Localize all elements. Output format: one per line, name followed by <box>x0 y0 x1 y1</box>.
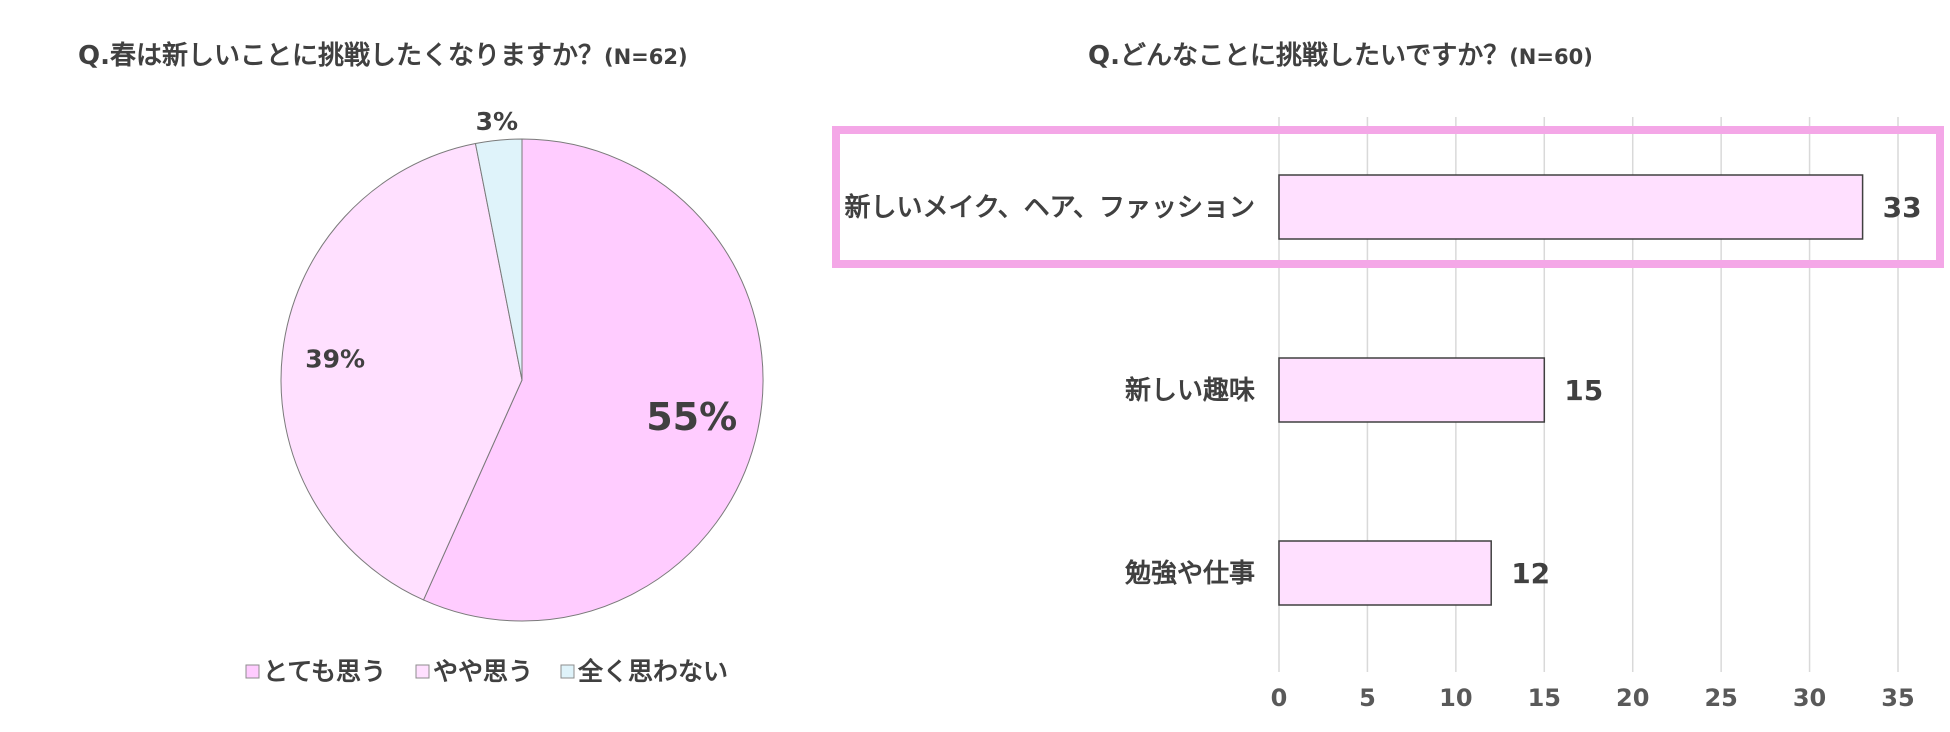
highlight-frame <box>832 126 1944 268</box>
pie-slice <box>474 138 523 381</box>
pie-slice <box>422 138 764 622</box>
legend-swatch <box>415 664 430 679</box>
pie-value-label: 3% <box>476 107 518 136</box>
bar-title: Q.どんなことに挑戦したいですか？(N=60) <box>1088 41 1593 71</box>
x-tick-label: 15 <box>1528 684 1561 712</box>
legend-swatch <box>560 664 575 679</box>
bar <box>1278 357 1546 423</box>
bar <box>1278 174 1864 240</box>
pie-value-label: 39% <box>305 345 365 374</box>
bar-value-label: 12 <box>1511 557 1550 590</box>
x-tick-label: 20 <box>1616 684 1649 712</box>
x-tick-label: 25 <box>1704 684 1737 712</box>
bar-value-label: 33 <box>1883 191 1922 224</box>
category-label: 新しい趣味 <box>1125 375 1255 406</box>
x-tick-label: 5 <box>1359 684 1376 712</box>
x-tick-label: 35 <box>1881 684 1914 712</box>
pie-slice <box>280 142 523 601</box>
legend-swatch <box>245 664 260 679</box>
bar-value-label: 15 <box>1564 374 1603 407</box>
bar-n-label: (N=60) <box>1509 45 1593 69</box>
legend-label: 全く思わない <box>577 657 728 686</box>
bar-title-text: Q.どんなことに挑戦したいですか？ <box>1088 41 1509 71</box>
x-tick-label: 30 <box>1793 684 1826 712</box>
x-tick-label: 10 <box>1439 684 1472 712</box>
pie-value-label: 55% <box>646 395 737 439</box>
legend-label: とても思う <box>263 657 386 686</box>
category-label: 勉強や仕事 <box>1124 559 1255 589</box>
pie-chart: Q.春は新しいことに挑戦したくなりますか？(N=62) 55% 39% 3% とても… <box>78 40 764 686</box>
bar-chart: Q.どんなことに挑戦したいですか？(N=60) 新しいメイク、ヘア、ファッション… <box>832 41 1944 712</box>
x-tick-label: 0 <box>1271 684 1288 712</box>
pie-title-text: Q.春は新しいことに挑戦したくなりますか？ <box>78 40 604 71</box>
pie-legend: とても思う やや思う 全く思わない <box>245 657 728 686</box>
pie-title: Q.春は新しいことに挑戦したくなりますか？(N=62) <box>78 40 688 71</box>
bar <box>1278 540 1492 606</box>
category-label: 新しいメイク、ヘア、ファッション <box>844 192 1255 223</box>
legend-label: やや思う <box>433 657 533 686</box>
pie-n-label: (N=62) <box>604 45 688 69</box>
